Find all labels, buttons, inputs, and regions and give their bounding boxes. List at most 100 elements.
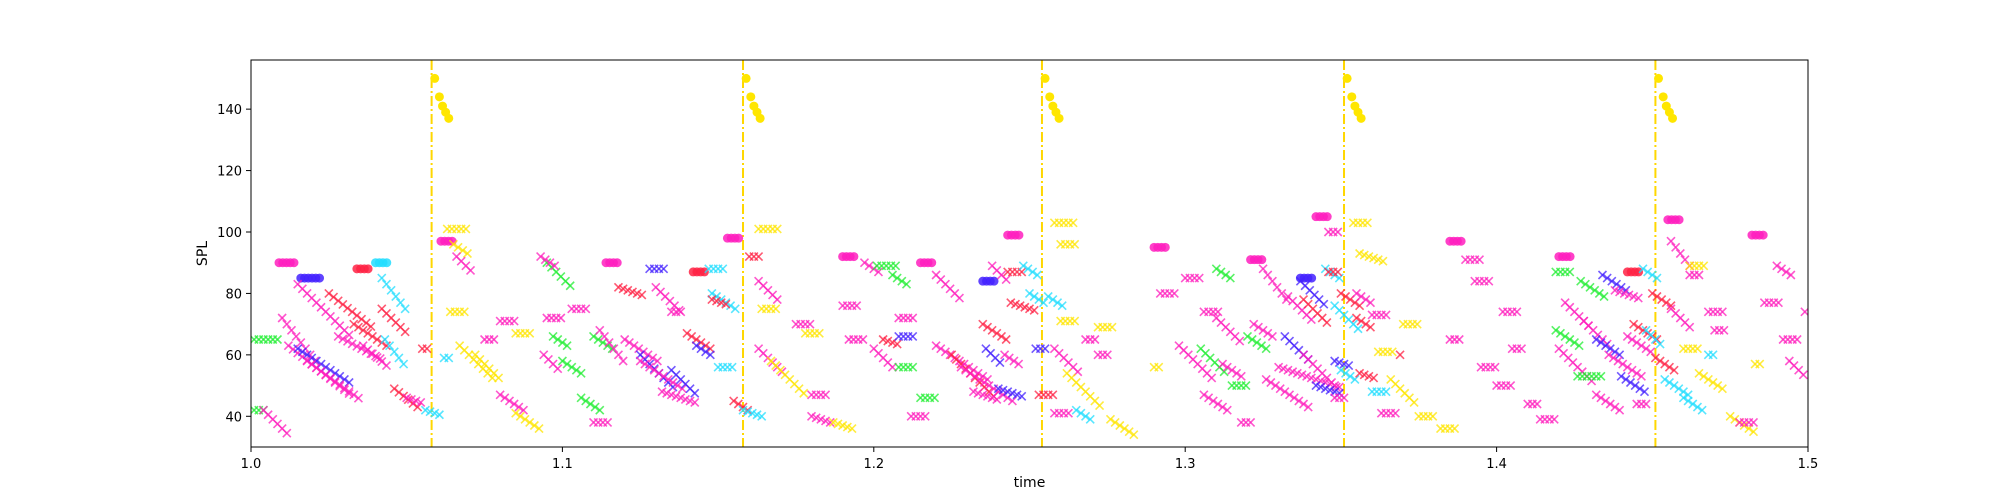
- circle-marker: [849, 252, 859, 262]
- cross-stroke: [1772, 261, 1782, 271]
- cross-marker: [604, 338, 614, 348]
- cross-stroke: [1043, 291, 1053, 302]
- cross-marker: [553, 364, 563, 374]
- cross-stroke: [1193, 359, 1203, 369]
- circle-marker: [1322, 212, 1332, 222]
- cross-stroke: [995, 357, 1005, 368]
- beat-marker: [1658, 92, 1668, 102]
- cross-stroke: [1280, 331, 1290, 341]
- cross-stroke: [1009, 356, 1019, 366]
- cross-stroke: [1484, 276, 1494, 286]
- cross-stroke: [565, 281, 575, 291]
- cross-stroke: [701, 347, 711, 357]
- cross-stroke: [1560, 331, 1570, 341]
- circle-marker: [989, 276, 999, 286]
- cross-marker: [545, 258, 555, 268]
- cross-stroke: [1339, 393, 1349, 403]
- cross-stroke: [1390, 408, 1400, 418]
- cross-stroke: [1062, 368, 1072, 378]
- cross-marker: [1038, 298, 1049, 308]
- beat-marker: [1342, 73, 1352, 83]
- cross-stroke: [1325, 385, 1335, 395]
- beat-marker: [1054, 113, 1064, 123]
- cross-stroke: [663, 374, 673, 384]
- cross-stroke: [609, 344, 619, 354]
- cross-stroke: [982, 391, 993, 401]
- cross-stroke: [1680, 318, 1690, 328]
- cross-marker: [1597, 270, 1608, 280]
- cross-stroke: [986, 348, 996, 358]
- cross-stroke: [1594, 288, 1604, 298]
- cross-marker: [705, 350, 715, 360]
- cross-stroke: [961, 365, 971, 375]
- cross-stroke: [391, 318, 401, 328]
- cross-marker: [1549, 414, 1559, 424]
- cross-stroke: [1298, 350, 1309, 360]
- cross-stroke: [1608, 353, 1618, 363]
- y-tick-label: 100: [217, 226, 242, 241]
- cross-marker: [1622, 331, 1632, 341]
- cross-stroke: [1369, 253, 1379, 263]
- cross-marker: [1023, 264, 1033, 274]
- cross-marker: [1708, 377, 1718, 388]
- cross-marker: [852, 301, 862, 311]
- cross-marker: [590, 402, 600, 412]
- cross-marker: [1266, 377, 1276, 388]
- cross-stroke: [585, 399, 595, 409]
- cross-stroke: [1219, 367, 1229, 377]
- cross-stroke: [1365, 298, 1376, 308]
- cross-stroke: [1174, 341, 1184, 351]
- cross-stroke: [400, 327, 410, 337]
- cross-stroke: [945, 284, 955, 294]
- cross-stroke: [352, 310, 362, 321]
- cross-stroke: [1627, 334, 1637, 345]
- cross-stroke: [716, 298, 726, 308]
- cross-marker: [1641, 344, 1651, 354]
- cross-marker: [525, 328, 535, 338]
- cross-stroke: [1694, 270, 1704, 280]
- cross-stroke: [1633, 322, 1643, 332]
- cross-stroke: [1660, 359, 1670, 369]
- cross-stroke: [1300, 281, 1310, 291]
- cross-marker: [1378, 256, 1388, 266]
- cross-stroke: [342, 336, 353, 346]
- cross-stroke: [353, 322, 363, 332]
- cross-stroke: [1607, 276, 1617, 286]
- cross-stroke: [1395, 350, 1405, 360]
- cross-stroke: [333, 331, 343, 341]
- cross-stroke: [618, 284, 628, 294]
- x-tick-label: 1.0: [241, 457, 262, 472]
- cross-marker: [595, 325, 605, 335]
- cross-stroke: [973, 388, 983, 398]
- cross-marker: [1633, 322, 1643, 332]
- cross-marker: [1351, 313, 1362, 323]
- cross-stroke: [529, 420, 539, 431]
- cross-stroke: [1068, 218, 1078, 228]
- cross-marker: [1650, 353, 1660, 363]
- cross-stroke: [377, 273, 387, 283]
- cross-stroke: [998, 385, 1008, 395]
- cross-marker: [1646, 347, 1656, 357]
- cross-stroke: [1629, 291, 1639, 302]
- cross-marker: [291, 331, 301, 341]
- cross-marker: [1322, 318, 1332, 328]
- cross-stroke: [1601, 396, 1611, 406]
- cross-stroke: [342, 303, 353, 313]
- cross-marker: [1395, 350, 1405, 360]
- cross-marker: [444, 353, 454, 363]
- cross-marker: [367, 331, 378, 341]
- cross-marker: [1068, 218, 1078, 228]
- cross-stroke: [335, 381, 345, 391]
- cross-stroke: [1317, 368, 1327, 378]
- cross-marker: [982, 322, 993, 332]
- cross-stroke: [1362, 218, 1372, 228]
- cross-marker: [1692, 344, 1703, 354]
- y-axis-label: SPL: [195, 241, 211, 266]
- cross-stroke: [763, 285, 773, 295]
- cross-marker: [1409, 397, 1419, 408]
- cross-stroke: [525, 328, 535, 338]
- cross-stroke: [1169, 288, 1179, 298]
- cross-marker: [1222, 362, 1232, 372]
- cross-marker: [772, 295, 782, 305]
- cross-stroke: [556, 271, 566, 282]
